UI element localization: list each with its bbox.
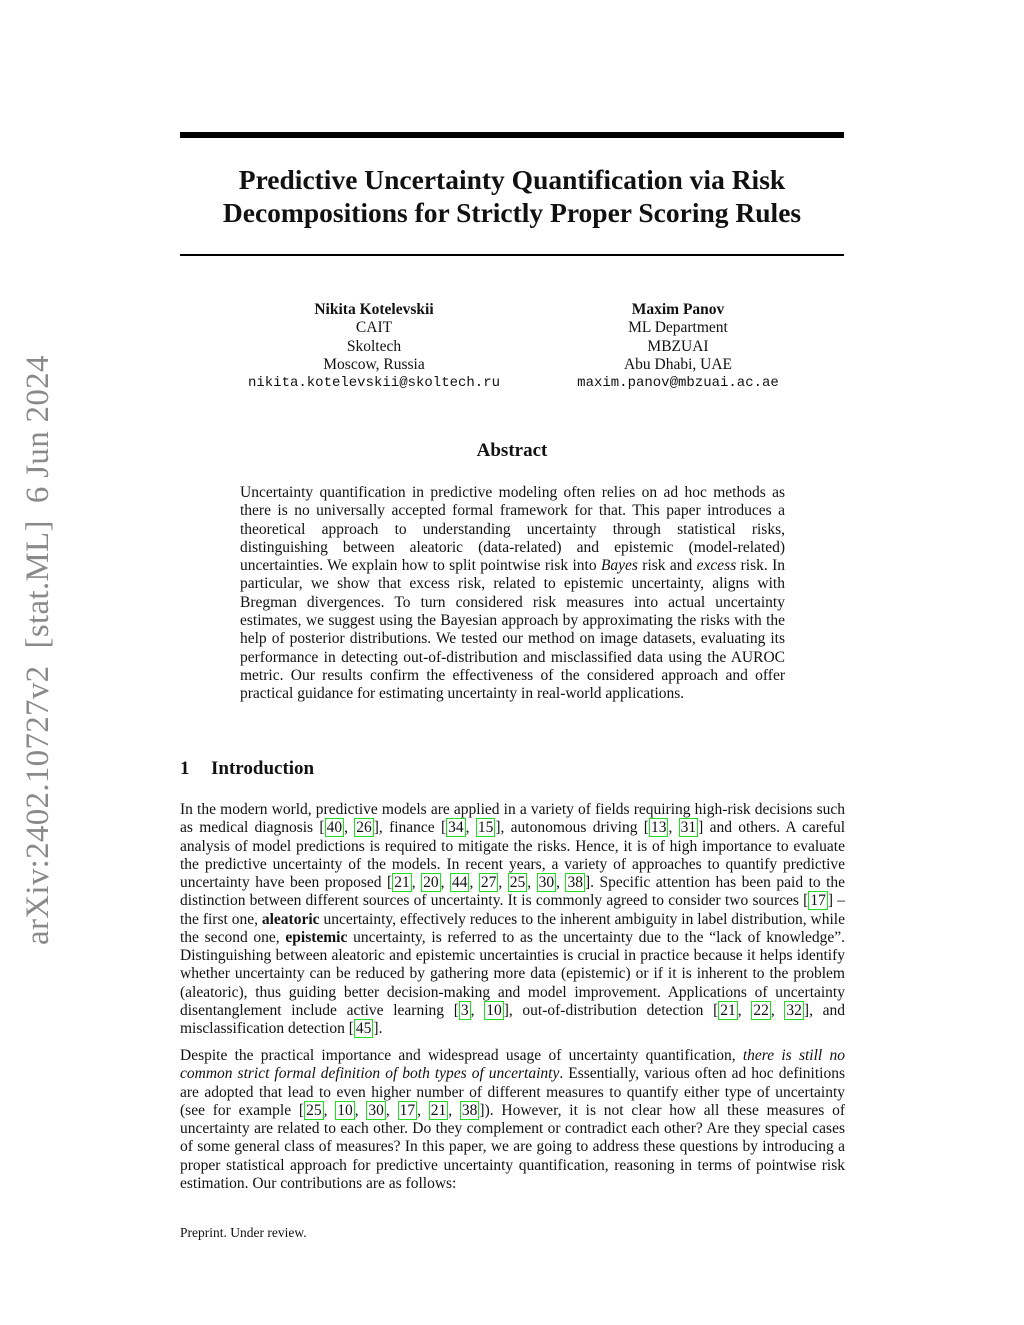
section-heading: 1 Introduction bbox=[180, 758, 314, 780]
citation-link[interactable]: 17 bbox=[808, 891, 828, 911]
text-run: and others. A careful analysis of model … bbox=[180, 819, 846, 891]
abstract-heading: Abstract bbox=[476, 440, 548, 461]
text-run: . Essentially, various often ad hoc defi… bbox=[180, 1065, 845, 1119]
text-run: , and misclassification detection bbox=[180, 1001, 846, 1037]
citation-link[interactable]: 25 bbox=[304, 1100, 324, 1120]
bold-text: epistemic bbox=[285, 928, 348, 946]
author-name: Nikita Kotelevskii bbox=[314, 301, 434, 318]
abstract-text: Uncertainty quantification in predictive… bbox=[240, 484, 785, 704]
author-block: Nikita Kotelevskii CAIT Skoltech Moscow,… bbox=[224, 301, 524, 392]
author-location: Abu Dhabi, UAE bbox=[623, 355, 733, 373]
citation-link[interactable]: 38 bbox=[565, 873, 585, 892]
citation-link[interactable]: 30 bbox=[366, 1100, 386, 1120]
author-email[interactable]: maxim.panov@mbzuai.ac.ae bbox=[577, 375, 779, 392]
citation-link[interactable]: 10 bbox=[335, 1100, 355, 1120]
arxiv-stamp: arXiv:2402.10727v2 [stat.ML] 6 Jun 2024 bbox=[20, 355, 56, 945]
text-run: uncertainty, effectively reduces to the … bbox=[180, 910, 845, 946]
citation-link[interactable]: 21 bbox=[392, 873, 412, 892]
footer-note: Preprint. Under review. bbox=[180, 1225, 307, 1240]
top-rule bbox=[180, 132, 844, 138]
section-title: Introduction bbox=[211, 758, 315, 779]
citation-link[interactable]: 15 bbox=[475, 818, 496, 838]
citation-link[interactable]: 13 bbox=[648, 818, 669, 838]
citation-link[interactable]: 26 bbox=[354, 818, 374, 838]
text-run: risk and bbox=[637, 557, 697, 575]
citation-link[interactable]: 17 bbox=[397, 1100, 418, 1120]
section-number: 1 bbox=[180, 758, 190, 779]
text-run: , out-of-distribution detection bbox=[508, 1001, 714, 1019]
author-name: Maxim Panov bbox=[631, 301, 725, 318]
citation-link[interactable]: 32 bbox=[784, 1000, 804, 1020]
citation-link[interactable]: 3 bbox=[458, 1000, 471, 1020]
citation-link[interactable]: 31 bbox=[678, 818, 699, 838]
text-run: Despite the practical importance and wid… bbox=[180, 1047, 743, 1064]
citation-link[interactable]: 34 bbox=[446, 818, 466, 838]
citation-link[interactable]: 40 bbox=[324, 818, 345, 838]
citation-link[interactable]: 27 bbox=[478, 873, 499, 892]
citation-link[interactable]: 44 bbox=[449, 873, 470, 892]
text-run: risk. In particular, we show that excess… bbox=[240, 557, 785, 703]
title-rule bbox=[180, 254, 844, 256]
text-run: . Specific attention has been paid to th… bbox=[180, 874, 846, 910]
author-location: Moscow, Russia bbox=[323, 355, 425, 373]
text-run: uncertainty, is referred to as the uncer… bbox=[180, 928, 845, 1019]
paragraph: In the modern world, predictive models a… bbox=[180, 801, 846, 1038]
paper-title: Predictive Uncertainty Quantification vi… bbox=[222, 164, 802, 228]
citation-link[interactable]: 25 bbox=[507, 873, 528, 892]
text-run: ). However, it is not clear how all thes… bbox=[180, 1101, 846, 1192]
citation-link[interactable]: 30 bbox=[536, 873, 557, 892]
citation-link[interactable]: 45 bbox=[353, 1019, 374, 1038]
citation-link[interactable]: 10 bbox=[484, 1000, 504, 1020]
author-block: Maxim Panov ML Department MBZUAI Abu Dha… bbox=[528, 301, 828, 392]
bold-text: aleatoric bbox=[261, 910, 320, 928]
italic-text: there is still no common strict formal d… bbox=[180, 1047, 845, 1083]
citation-link[interactable]: 21 bbox=[428, 1100, 449, 1120]
text-run: , finance bbox=[378, 819, 441, 837]
citation-link[interactable]: 20 bbox=[421, 873, 441, 892]
author-affiliation: ML Department bbox=[628, 319, 728, 337]
author-affiliation: MBZUAI bbox=[647, 337, 709, 355]
citation-link[interactable]: 38 bbox=[459, 1100, 480, 1120]
citation-link[interactable]: 21 bbox=[718, 1000, 738, 1020]
author-affiliation: Skoltech bbox=[346, 337, 402, 355]
text-run: Uncertainty quantification in predictive… bbox=[240, 484, 785, 575]
italic-text: excess bbox=[696, 557, 737, 575]
paragraph: Despite the practical importance and wid… bbox=[180, 1047, 846, 1192]
citation-link[interactable]: 22 bbox=[751, 1000, 771, 1020]
italic-text: Bayes bbox=[600, 557, 638, 575]
text-run: – the first one, bbox=[180, 892, 846, 928]
text-run: . bbox=[378, 1020, 383, 1037]
author-email[interactable]: nikita.kotelevskii@skoltech.ru bbox=[247, 375, 501, 392]
text-run: , autonomous driving bbox=[500, 819, 644, 837]
author-affiliation: CAIT bbox=[355, 319, 393, 337]
text-run: In the modern world, predictive models a… bbox=[180, 801, 845, 837]
